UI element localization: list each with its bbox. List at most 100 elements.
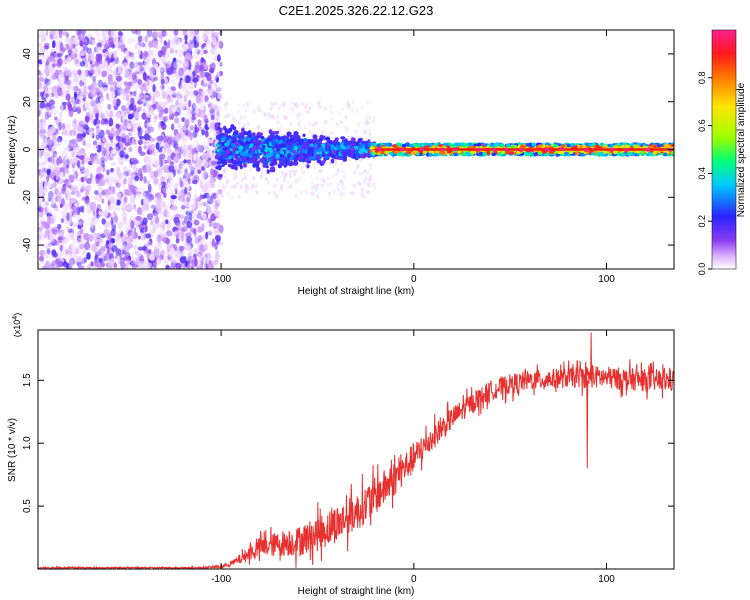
- spectrogram-cell: [207, 205, 211, 214]
- spectrogram-cell: [266, 169, 270, 174]
- spectrogram-cell: [324, 144, 329, 149]
- spectrogram-cell: [102, 136, 106, 143]
- spectrogram-cell: [92, 75, 97, 83]
- spectrogram-cell: [288, 174, 292, 178]
- spectrogram-cell: [138, 185, 145, 195]
- spectrogram-cell: [126, 100, 131, 107]
- spectrogram-cell: [205, 231, 209, 240]
- spectrogram-cell: [358, 171, 362, 176]
- spectrogram-cell: [152, 95, 156, 105]
- spectrogram-cell: [147, 183, 152, 193]
- spectrogram-cell: [55, 37, 63, 44]
- spectrogram-cell: [290, 100, 294, 105]
- spectrogram-cell: [47, 110, 51, 117]
- spectrogram-cell: [272, 160, 278, 166]
- spectrogram-cell: [328, 191, 332, 196]
- spectrogram-cell: [89, 201, 97, 211]
- spectrogram-cell: [41, 266, 47, 269]
- spectrogram-cell: [144, 88, 149, 95]
- spectrogram-cell: [277, 187, 281, 192]
- spectrogram-cell: [173, 111, 180, 117]
- spectrogram-cell: [48, 66, 55, 75]
- spectrogram-cell: [211, 260, 218, 266]
- spectrogram-cell: [59, 42, 64, 52]
- spectrogram-cell: [363, 169, 366, 174]
- spectrogram-cell: [358, 149, 363, 155]
- spectrogram-cell: [52, 229, 58, 235]
- spectrogram-cell: [144, 122, 151, 128]
- spectrogram-cell: [246, 121, 250, 126]
- spectrogram-cell: [46, 174, 50, 182]
- spectrogram-cell: [114, 33, 120, 38]
- spectrogram-cell: [175, 91, 182, 100]
- spectrogram-cell: [182, 151, 187, 159]
- spectrogram-cell: [340, 161, 344, 166]
- spectrogram-cell: [216, 56, 221, 61]
- spectrogram-cell: [271, 131, 276, 136]
- spectrogram-cell: [303, 125, 307, 130]
- spectrogram-cell: [264, 147, 269, 153]
- spectrogram-cell: [221, 158, 226, 164]
- spectrogram-cell: [176, 54, 181, 60]
- spectrogram-cell: [101, 218, 106, 225]
- spectrogram-cell: [167, 95, 174, 104]
- spectrogram-cell: [134, 64, 141, 72]
- spectrogram-cell: [197, 253, 202, 261]
- spectrogram-cell: [104, 150, 109, 156]
- spectrogram-cell: [279, 158, 284, 162]
- spectrogram-cell: [197, 144, 202, 152]
- spectrogram-cell: [232, 126, 237, 131]
- spectrogram-cell: [256, 166, 261, 172]
- spectrogram-cell: [106, 248, 110, 255]
- spectrogram-cell: [292, 162, 297, 166]
- spectrogram-cell: [218, 40, 224, 49]
- spectrogram-cell: [166, 244, 171, 252]
- spectrogram-cell: [322, 178, 326, 183]
- spectrogram-cell: [115, 75, 122, 82]
- spectrogram-cell: [210, 106, 216, 114]
- spectrogram-cell: [103, 119, 108, 125]
- spectrogram-cell: [284, 171, 288, 176]
- spectrogram-cell: [132, 72, 136, 81]
- spectrogram-cell: [183, 144, 189, 150]
- spectrogram-cell: [312, 184, 316, 189]
- spectrogram-cell: [209, 63, 214, 69]
- spectrogram-cell: [181, 204, 186, 210]
- spectrogram-cell: [341, 150, 346, 156]
- spectrogram-cell: [243, 122, 247, 127]
- spectrogram-cell: [153, 177, 159, 185]
- spectrogram-cell: [336, 187, 340, 192]
- spectrogram-cell: [307, 139, 313, 144]
- spectrogram-cell: [150, 143, 156, 151]
- spectrogram-cell: [118, 224, 123, 234]
- spectrogram-cell: [77, 160, 81, 169]
- spectrogram-cell: [95, 241, 100, 247]
- spectrogram-cell: [137, 121, 142, 128]
- spectrogram-cell: [209, 121, 215, 131]
- spectrogram-cell: [244, 187, 248, 192]
- spectrogram-cell: [239, 115, 243, 120]
- spectrogram-cell: [80, 176, 85, 183]
- spectrogram-cell: [85, 142, 91, 149]
- spectrogram-cell: [131, 263, 137, 269]
- spectrogram-cell: [211, 32, 217, 38]
- spectrogram-cell: [94, 190, 99, 195]
- spectrogram-cell: [149, 170, 156, 180]
- spectrogram-cell: [136, 100, 144, 105]
- spectrogram-cell: [110, 167, 115, 173]
- spectrogram-cell: [218, 173, 223, 178]
- spectrogram-cell: [43, 152, 51, 158]
- spectrogram-cell: [205, 205, 211, 215]
- spectrogram-cell: [95, 97, 100, 104]
- spectrogram-cell: [103, 229, 110, 237]
- spectrogram-cell: [255, 190, 259, 195]
- spectrogram-cell: [296, 114, 300, 119]
- spectrogram-cell: [216, 105, 222, 113]
- spectrogram-cell: [161, 55, 167, 62]
- spectrogram-cell: [156, 135, 162, 141]
- spectrogram-cell: [181, 131, 185, 139]
- spectrogram-cell: [90, 63, 95, 69]
- spectrogram-cell: [202, 201, 208, 207]
- spectrogram-cell: [131, 122, 136, 132]
